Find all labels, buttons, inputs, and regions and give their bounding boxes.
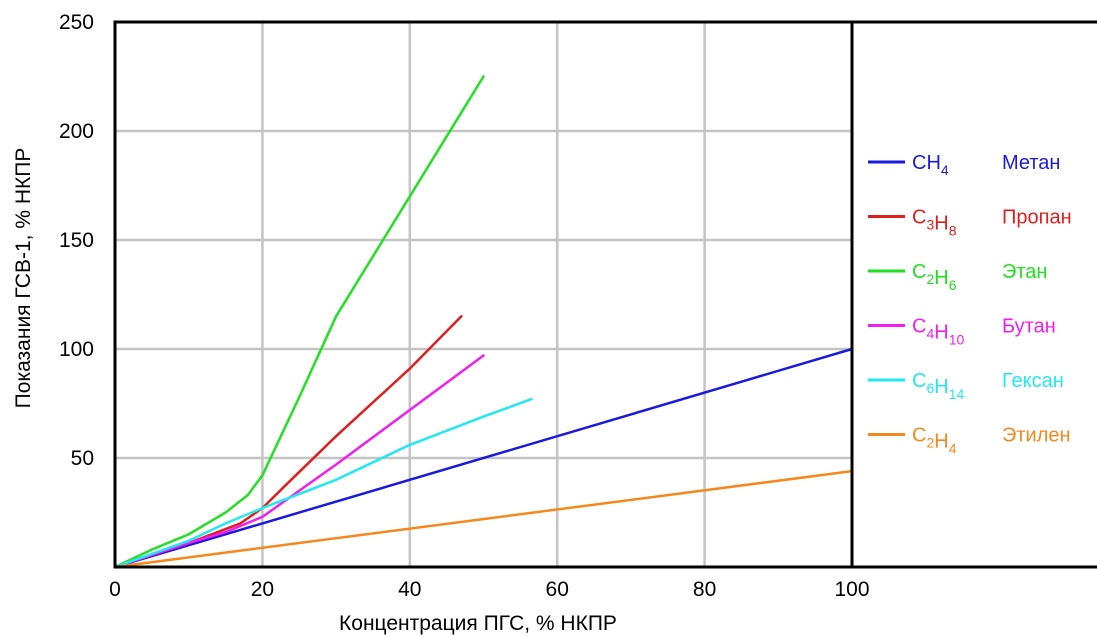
y-tick-label: 250 [59, 11, 94, 34]
x-tick-label: 80 [693, 578, 716, 601]
series-lines [113, 75, 854, 569]
legend: CH4 Метан C3H8 Пропан C2H6 Этан C4H10 Бутан C6H1… [868, 152, 1072, 457]
legend-name: Метан [1002, 152, 1060, 174]
legend-formula: C2H6 [912, 261, 957, 293]
legend-name: Этилен [1002, 425, 1071, 447]
y-axis-label: Показания ГСВ-1, % НКПР [12, 148, 35, 409]
legend-name: Бутан [1002, 316, 1056, 338]
x-tick-label: 20 [251, 578, 274, 601]
plot-frame [113, 20, 854, 569]
tick-labels: 0 20 40 60 80 100 50 100 150 200 250 [59, 11, 870, 601]
x-axis-label: Концентрация ПГС, % НКПР [339, 612, 617, 635]
series-line-Этан [113, 75, 485, 569]
x-tick-label: 40 [398, 578, 421, 601]
axes [113, 20, 1097, 569]
legend-formula: CH4 [912, 152, 949, 178]
series-line-Метан [113, 347, 854, 569]
legend-formula: C3H8 [912, 207, 957, 239]
y-tick-label: 50 [71, 447, 94, 470]
y-tick-label: 100 [59, 338, 94, 361]
series-line-Этилен [113, 469, 854, 569]
legend-formula: C6H14 [912, 370, 964, 402]
legend-name: Этан [1002, 261, 1047, 283]
y-tick-label: 150 [59, 229, 94, 252]
series-line-Гексан [113, 397, 533, 569]
x-tick-label: 100 [834, 578, 869, 601]
y-tick-label: 200 [59, 120, 94, 143]
legend-formula: C4H10 [912, 316, 964, 348]
x-tick-label: 60 [546, 578, 569, 601]
legend-formula: C2H4 [912, 425, 957, 457]
legend-name: Пропан [1002, 207, 1072, 229]
series-line-Бутан [113, 354, 485, 569]
legend-name: Гексан [1002, 370, 1064, 392]
x-tick-label: 0 [109, 578, 121, 601]
